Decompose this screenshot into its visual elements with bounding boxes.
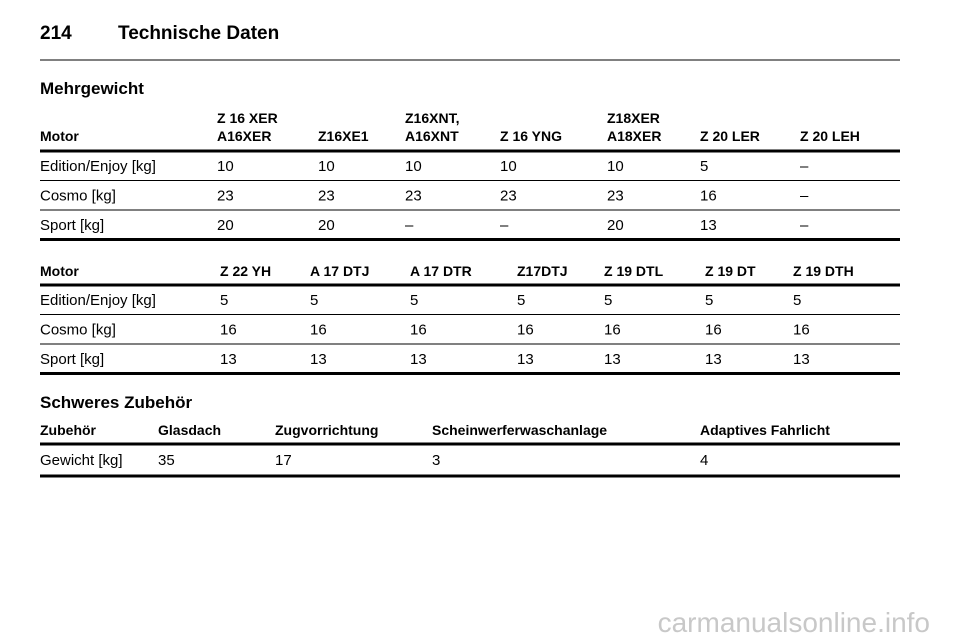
cell: 13 [517, 351, 534, 368]
cell: 13 [410, 351, 427, 368]
cell: 23 [500, 187, 517, 204]
cell: 23 [405, 187, 422, 204]
cell: Cosmo [kg] [40, 187, 116, 204]
cell: 10 [500, 158, 517, 175]
column-header: Motor [40, 263, 79, 279]
column-header: Scheinwerferwaschanlage [432, 422, 607, 438]
page-number: 214 [40, 23, 72, 44]
cell: 10 [607, 158, 624, 175]
cell: 16 [705, 321, 722, 338]
cell: Sport [kg] [40, 351, 104, 368]
column-header: Zugvorrichtung [275, 422, 378, 438]
cell: 23 [318, 187, 335, 204]
cell: 23 [217, 187, 234, 204]
cell: 5 [220, 292, 228, 309]
column-header: Z 19 DTL [604, 263, 664, 279]
cell: – [800, 217, 809, 234]
column-header: Glasdach [158, 422, 221, 438]
column-header: Z18XER [607, 110, 660, 126]
cell: 5 [793, 292, 801, 309]
cell: 10 [318, 158, 335, 175]
cell: 35 [158, 452, 175, 469]
cell: – [800, 187, 809, 204]
cell: 16 [220, 321, 237, 338]
cell: 20 [217, 217, 234, 234]
cell: 16 [700, 187, 717, 204]
cell: 20 [318, 217, 335, 234]
cell: 5 [705, 292, 713, 309]
cell: 13 [793, 351, 810, 368]
cell: 3 [432, 452, 440, 469]
column-header: A16XER [217, 128, 271, 144]
cell: 16 [793, 321, 810, 338]
cell: Cosmo [kg] [40, 321, 116, 338]
cell: 5 [604, 292, 612, 309]
cell: 5 [310, 292, 318, 309]
cell: Sport [kg] [40, 217, 104, 234]
cell: – [800, 158, 809, 175]
column-header: Adaptives Fahrlicht [700, 422, 830, 438]
cell: – [405, 217, 414, 234]
column-header: Motor [40, 128, 79, 144]
cell: Gewicht [kg] [40, 452, 123, 469]
section-title: Mehrgewicht [40, 79, 144, 98]
watermark: carmanualsonline.info [658, 607, 930, 638]
cell: 5 [517, 292, 525, 309]
cell: 16 [604, 321, 621, 338]
cell: 17 [275, 452, 292, 469]
column-header: Z17DTJ [517, 263, 568, 279]
cell: 13 [310, 351, 327, 368]
cell: 13 [700, 217, 717, 234]
cell: 10 [217, 158, 234, 175]
column-header: Z 19 DTH [793, 263, 854, 279]
cell: 5 [700, 158, 708, 175]
cell: 13 [705, 351, 722, 368]
cell: Edition/Enjoy [kg] [40, 158, 156, 175]
column-header: A16XNT [405, 128, 459, 144]
section-title: Schweres Zubehör [40, 393, 192, 412]
cell: 20 [607, 217, 624, 234]
column-header: Z16XNT, [405, 110, 459, 126]
cell: 4 [700, 452, 708, 469]
cell: 16 [310, 321, 327, 338]
column-header: A 17 DTR [410, 263, 472, 279]
cell: 10 [405, 158, 422, 175]
column-header: Zubehör [40, 422, 97, 438]
page-title: Technische Daten [118, 23, 279, 44]
column-header: Z 19 DT [705, 263, 756, 279]
cell: – [500, 217, 509, 234]
column-header: Z 22 YH [220, 263, 271, 279]
cell: 16 [517, 321, 534, 338]
column-header: Z16XE1 [318, 128, 369, 144]
cell: 16 [410, 321, 427, 338]
cell: 13 [220, 351, 237, 368]
column-header: Z 20 LER [700, 128, 760, 144]
column-header: A18XER [607, 128, 661, 144]
cell: 13 [604, 351, 621, 368]
cell: 23 [607, 187, 624, 204]
column-header: A 17 DTJ [310, 263, 369, 279]
column-header: Z 16 YNG [500, 128, 562, 144]
cell: Edition/Enjoy [kg] [40, 292, 156, 309]
cell: 5 [410, 292, 418, 309]
column-header: Z 20 LEH [800, 128, 860, 144]
column-header: Z 16 XER [217, 110, 278, 126]
